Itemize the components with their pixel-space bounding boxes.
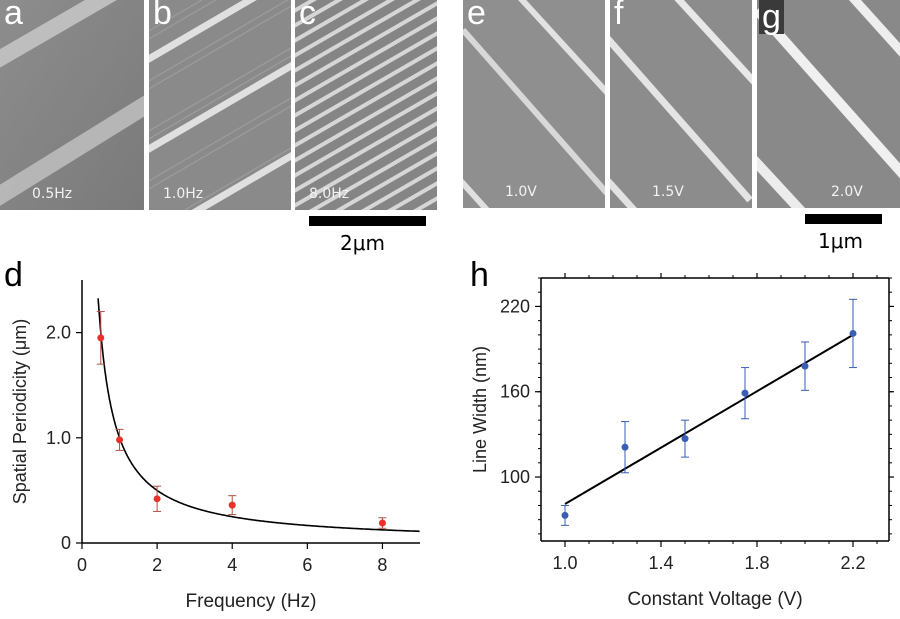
- chart-h-x-tick-label: 1.0: [552, 553, 577, 573]
- chart-d-x-tick-label: 0: [77, 555, 87, 575]
- chart-d-y-tick-label: 1.0: [46, 428, 71, 448]
- panel-letter-f: f: [614, 0, 624, 32]
- caption-e: 1.0V: [505, 184, 537, 200]
- panel-letter-c: c: [299, 0, 316, 32]
- chart-h-x-tick-label: 1.4: [648, 553, 673, 573]
- micrograph-e: e 1.0V: [463, 0, 605, 208]
- panel-letter-d: d: [4, 256, 23, 294]
- chart-h-y-axis-label: Line Width (nm): [470, 346, 490, 473]
- caption-a: 0.5Hz: [32, 186, 73, 202]
- micrograph-g: g 2.0V: [757, 0, 900, 208]
- chart-d-x-tick-label: 4: [227, 555, 237, 575]
- chart-d-x-tick-label: 8: [377, 555, 387, 575]
- chart-d-y-axis-label: Spatial Periodicity (μm): [10, 319, 30, 504]
- chart-h-x-tick-label: 2.2: [840, 553, 865, 573]
- chart-h-data-point: [849, 329, 857, 337]
- chart-h-data-point: [621, 443, 629, 451]
- panel-letter-h: h: [470, 256, 489, 294]
- panel-letter-e: e: [467, 0, 486, 32]
- micrograph-f: f 1.5V: [610, 0, 752, 208]
- chart-d-x-tick-label: 6: [302, 555, 312, 575]
- chart-h-fit-line: [564, 334, 854, 505]
- chart-h-data-point: [561, 511, 569, 519]
- chart-h-data-point: [741, 389, 749, 397]
- caption-b: 1.0Hz: [163, 186, 204, 202]
- scalebar-left: [309, 216, 426, 226]
- chart-h-data-point: [801, 362, 809, 370]
- chart-d-y-tick-label: 0: [61, 533, 71, 553]
- chart-d-data-point: [116, 436, 124, 444]
- chart-d-data-point: [153, 495, 161, 503]
- micrograph-b: b 1.0Hz: [149, 0, 291, 210]
- chart-h-x-axis-label: Constant Voltage (V): [627, 589, 802, 610]
- caption-g: 2.0V: [831, 184, 863, 200]
- caption-c: 8.0Hz: [309, 186, 350, 202]
- scalebar-right: [805, 214, 882, 224]
- chart-d-y-tick-label: 2.0: [46, 323, 71, 343]
- chart-d-data-point: [97, 334, 105, 342]
- caption-f: 1.5V: [652, 184, 684, 200]
- chart-h-y-tick-label: 100: [500, 467, 530, 487]
- chart-h-y-tick-label: 160: [500, 382, 530, 402]
- scalebar-right-label: 1μm: [818, 229, 863, 253]
- scalebar-left-label: 2μm: [340, 231, 385, 255]
- chart-d-x-axis-label: Frequency (Hz): [186, 591, 317, 612]
- panel-letter-a: a: [4, 0, 23, 32]
- chart-h-y-tick-label: 220: [500, 296, 530, 316]
- panel-letter-g: g: [759, 0, 784, 34]
- chart-d-data-point: [228, 501, 236, 509]
- chart-d-x-tick-label: 2: [152, 555, 162, 575]
- chart-d-fit-curve: [97, 298, 420, 533]
- chart-h-data-point: [681, 435, 689, 443]
- chart-d-data-point: [378, 519, 386, 527]
- panel-letter-b: b: [153, 0, 172, 32]
- micrograph-c: c 8.0Hz: [295, 0, 437, 210]
- chart-h-x-tick-label: 1.8: [744, 553, 769, 573]
- micrograph-a: a 0.5Hz: [0, 0, 144, 210]
